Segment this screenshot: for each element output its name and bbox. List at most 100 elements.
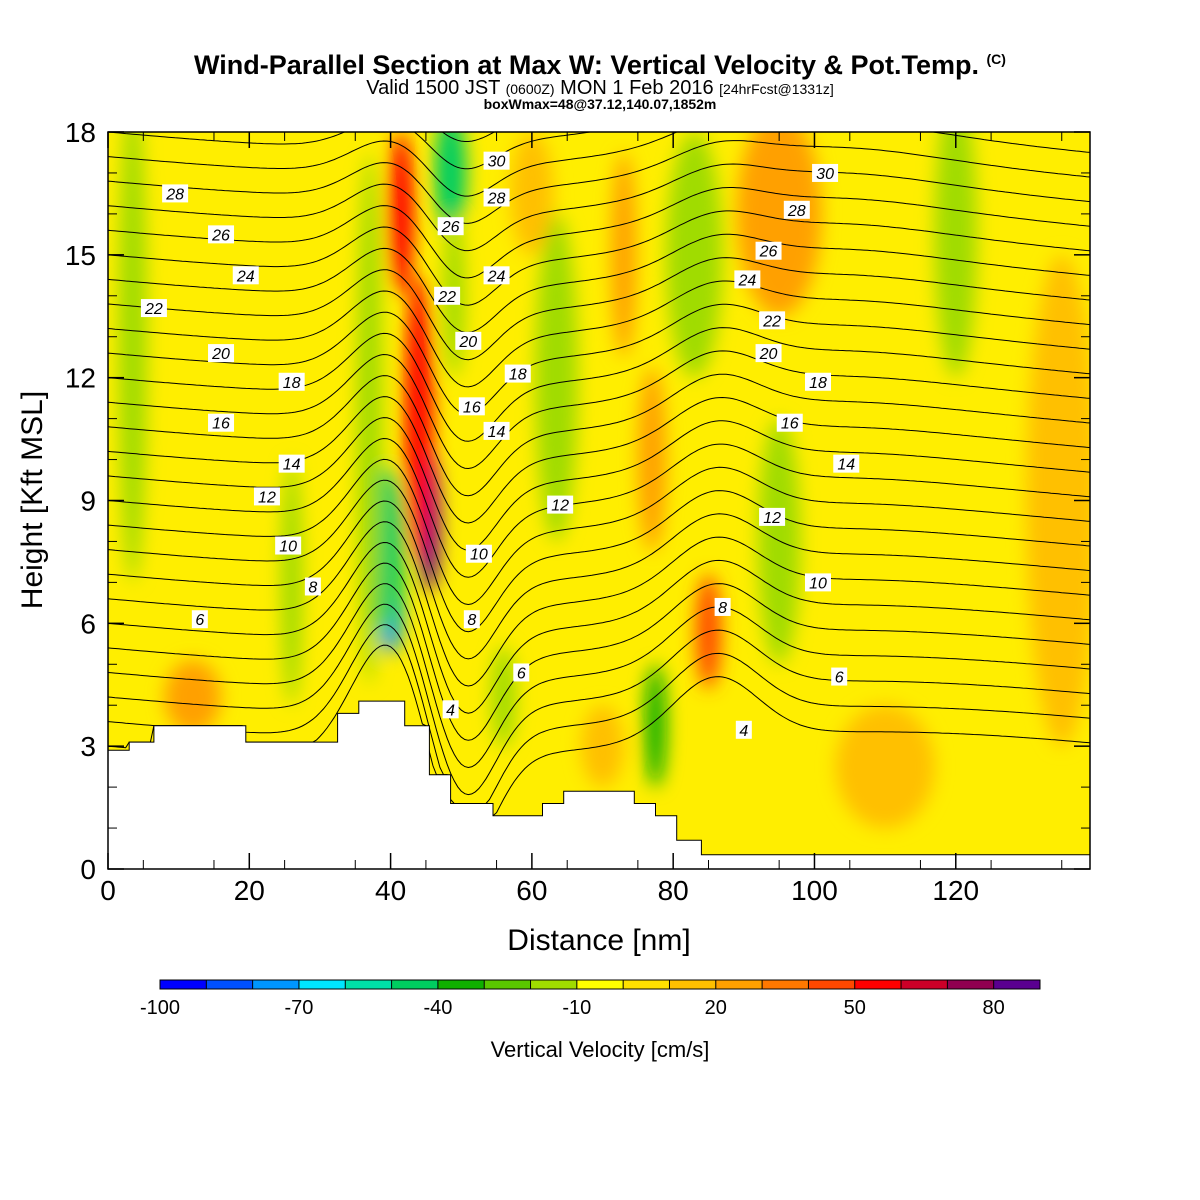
colorbar-swatch <box>947 980 995 989</box>
colorbar-swatch <box>160 980 207 989</box>
isentrope-label-text: 8 <box>308 579 317 596</box>
isentrope-line <box>108 562 1090 741</box>
isentrope-label: 24 <box>232 266 259 285</box>
isentrope-label: 12 <box>253 487 280 506</box>
colorbar-tick-label: -40 <box>423 997 452 1019</box>
isentrope-line <box>108 233 1090 333</box>
isentrope-label: 26 <box>208 225 235 244</box>
isentrope-line <box>108 373 1090 497</box>
isentrope-line <box>108 20 1090 87</box>
isentrope-label-text: 20 <box>458 334 477 351</box>
isentrope-label: 14 <box>833 454 860 474</box>
isentrope-line <box>108 303 1090 415</box>
velocity-feature <box>637 367 667 552</box>
isentrope-line <box>108 541 1090 714</box>
isentrope-line <box>108 603 1090 796</box>
isentrope-label: 26 <box>437 217 464 236</box>
isentrope-label-text: 30 <box>488 154 506 171</box>
velocity-feature <box>644 664 667 788</box>
colorbar-tick-label: -10 <box>562 997 591 1019</box>
isentrope-label-text: 8 <box>718 600 727 617</box>
isentrope-label: 14 <box>278 454 305 474</box>
x-tick-label: 60 <box>516 875 547 906</box>
valid-time: Valid 1500 JST (0600Z) MON 1 Feb 2016 [2… <box>0 78 1200 99</box>
isentrope-line <box>441 132 496 142</box>
velocity-feature <box>491 645 516 749</box>
copyright-mark: (C) <box>986 51 1006 67</box>
isentrope-line <box>108 163 1090 252</box>
y-tick-label: 6 <box>80 608 96 639</box>
isentrope-label-text: 10 <box>809 575 827 592</box>
colorbar-swatch <box>715 980 763 989</box>
isentrope-label-text: 12 <box>551 498 569 515</box>
colorbar-swatch <box>901 980 948 989</box>
x-tick-label: 100 <box>791 875 838 906</box>
colorbar-swatch <box>669 980 717 989</box>
colorbar-tick-label: 20 <box>705 997 727 1019</box>
isentrope-label: 20 <box>755 344 782 363</box>
isentrope-line <box>108 396 1090 524</box>
isentrope-label: 10 <box>805 573 832 592</box>
y-axis-label: Height [Kft MSL] <box>16 391 49 609</box>
isentrope-label-text: 14 <box>488 424 506 441</box>
plot-area: 2826242220181614121086302826242220181614… <box>108 20 1090 869</box>
isentrope-label: 18 <box>805 372 832 392</box>
isentrope-label-text: 22 <box>437 289 456 306</box>
isentrope-label-text: 28 <box>787 203 806 220</box>
isentrope-label-text: 28 <box>487 191 506 208</box>
isentrope-label-text: 10 <box>470 547 488 564</box>
isentrope-label-text: 24 <box>737 272 756 289</box>
isentrope-label-text: 28 <box>165 186 184 203</box>
isentrope-label: 30 <box>483 151 510 171</box>
isentrope-label-text: 18 <box>509 367 527 384</box>
x-tick-label: 80 <box>658 875 689 906</box>
isentrope-label-text: 24 <box>236 268 255 285</box>
isentrope-line <box>108 327 1090 442</box>
colorbar-swatch <box>391 980 439 989</box>
colorbar-swatch <box>854 980 902 989</box>
colorbar: -100 -70 -40 -10 20 50 80 <box>140 979 1041 1019</box>
velocity-feature <box>736 132 822 317</box>
colorbar-tick-label: -70 <box>284 997 313 1019</box>
isentrope-line <box>108 350 1090 470</box>
isentrope-label-text: 14 <box>837 457 855 474</box>
isentrope-label: 24 <box>483 266 510 285</box>
isentrope-label-text: 10 <box>279 539 297 556</box>
velocity-feature <box>611 152 637 358</box>
isentrope-line <box>108 479 1090 633</box>
colorbar-swatch <box>576 980 624 989</box>
velocity-feature <box>388 132 414 296</box>
velocity-feature <box>357 152 382 685</box>
colorbar-swatch <box>993 980 1041 989</box>
x-tick-label: 120 <box>932 875 979 906</box>
isentrope-label-text: 18 <box>809 375 827 392</box>
colorbar-swatch <box>623 980 670 989</box>
isentrope-line <box>108 437 1090 578</box>
isentrope-line <box>108 458 1090 606</box>
isentrope-label-text: 4 <box>739 723 748 740</box>
isentrope-label: 12 <box>547 495 574 515</box>
isentrope-label: 10 <box>275 536 302 556</box>
isentrope-line <box>108 210 1090 306</box>
isentrope-label: 28 <box>783 200 810 220</box>
chart-title-text: Wind-Parallel Section at Max W: Vertical… <box>194 50 979 80</box>
isentrope-line <box>108 624 1090 804</box>
isentrope-label-text: 6 <box>835 670 844 687</box>
isentrope-label: 24 <box>734 270 761 289</box>
colorbar-swatch <box>762 980 809 989</box>
box-info: boxWmax=48@37.12,140.07,1852m <box>483 96 717 112</box>
isentrope-label: 8 <box>714 597 731 617</box>
velocity-feature <box>666 132 723 378</box>
isentrope-label-text: 20 <box>211 346 230 363</box>
isentrope-label: 20 <box>455 331 482 351</box>
isentrope-line <box>108 521 1090 687</box>
isentrope-label: 10 <box>465 544 492 564</box>
isentrope-label: 18 <box>504 364 531 384</box>
isentrope-label-text: 26 <box>759 244 778 261</box>
x-axis-label: Distance [nm] <box>507 924 690 957</box>
velocity-feature <box>757 418 801 665</box>
chart-title: Wind-Parallel Section at Max W: Vertical… <box>0 42 1200 82</box>
isentrope-label-text: 22 <box>144 301 163 318</box>
x-tick-label: 40 <box>375 875 406 906</box>
colorbar-swatch <box>298 980 346 989</box>
